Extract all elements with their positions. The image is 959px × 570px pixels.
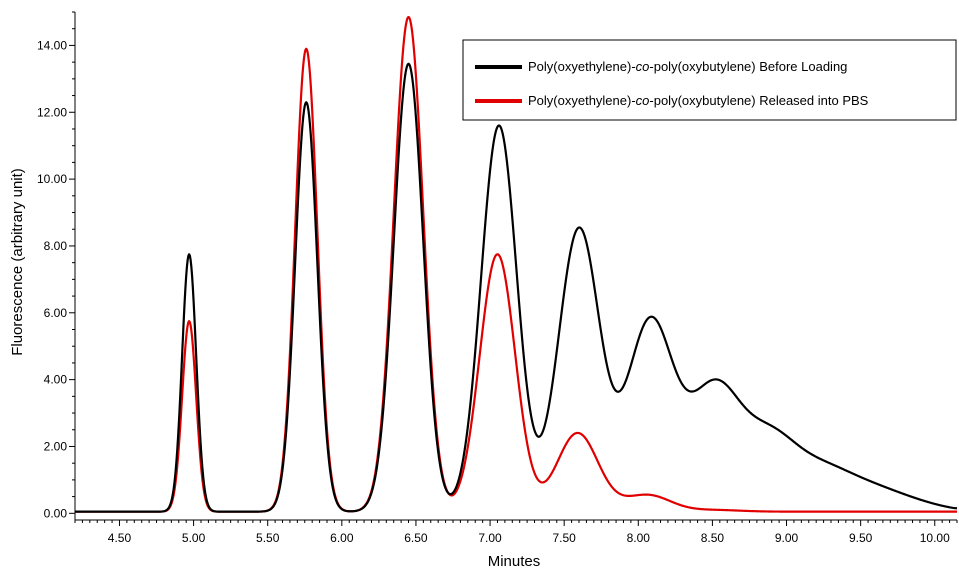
y-tick-label: 0.00 bbox=[44, 506, 68, 520]
y-tick-label: 10.00 bbox=[37, 172, 67, 186]
legend-entry: Poly(oxyethylene)-co-poly(oxybutylene) B… bbox=[528, 59, 847, 74]
legend: Poly(oxyethylene)-co-poly(oxybutylene) B… bbox=[462, 39, 957, 121]
x-tick-label: 5.00 bbox=[182, 531, 206, 545]
x-tick-label: 7.00 bbox=[478, 531, 502, 545]
x-tick-label: 10.00 bbox=[920, 531, 950, 545]
legend-entry-part: Poly(oxyethylene)- bbox=[528, 59, 636, 74]
y-tick-label: 14.00 bbox=[37, 38, 67, 52]
series-layer bbox=[74, 15, 958, 513]
axes: 4.50 5.00 5.50 6.00 6.50 7.00 7.50 8.00 8.50 9.00… bbox=[37, 11, 958, 545]
series-line-before-loading bbox=[74, 62, 958, 513]
x-tick-label: 8.00 bbox=[627, 531, 651, 545]
y-tick-label: 8.00 bbox=[44, 239, 68, 253]
x-tick-label: 4.50 bbox=[108, 531, 132, 545]
x-tick-label: 9.00 bbox=[775, 531, 799, 545]
x-tick-label: 5.50 bbox=[256, 531, 280, 545]
legend-entry-part: co bbox=[636, 93, 650, 108]
legend-entry: Poly(oxyethylene)-co-poly(oxybutylene) R… bbox=[528, 93, 869, 108]
y-tick-label: 2.00 bbox=[44, 439, 68, 453]
x-tick-label: 7.50 bbox=[552, 531, 576, 545]
x-tick-label: 9.50 bbox=[849, 531, 873, 545]
y-axis-title: Fluorescence (arbitrary unit) bbox=[9, 168, 26, 356]
y-tick-label: 12.00 bbox=[37, 105, 67, 119]
y-tick-label: 6.00 bbox=[44, 306, 68, 320]
legend-entry-part: co bbox=[636, 59, 650, 74]
x-tick-label: 6.00 bbox=[330, 531, 354, 545]
y-tick-label: 4.00 bbox=[44, 373, 68, 387]
legend-entry-part: -poly(oxybutylene) Released into PBS bbox=[649, 93, 868, 108]
x-tick-label: 6.50 bbox=[404, 531, 428, 545]
x-axis-title: Minutes bbox=[488, 553, 541, 570]
legend-entry-part: -poly(oxybutylene) Before Loading bbox=[649, 59, 847, 74]
x-tick-label: 8.50 bbox=[701, 531, 725, 545]
legend-entry-part: Poly(oxyethylene)- bbox=[528, 93, 636, 108]
legend-box bbox=[462, 39, 957, 121]
